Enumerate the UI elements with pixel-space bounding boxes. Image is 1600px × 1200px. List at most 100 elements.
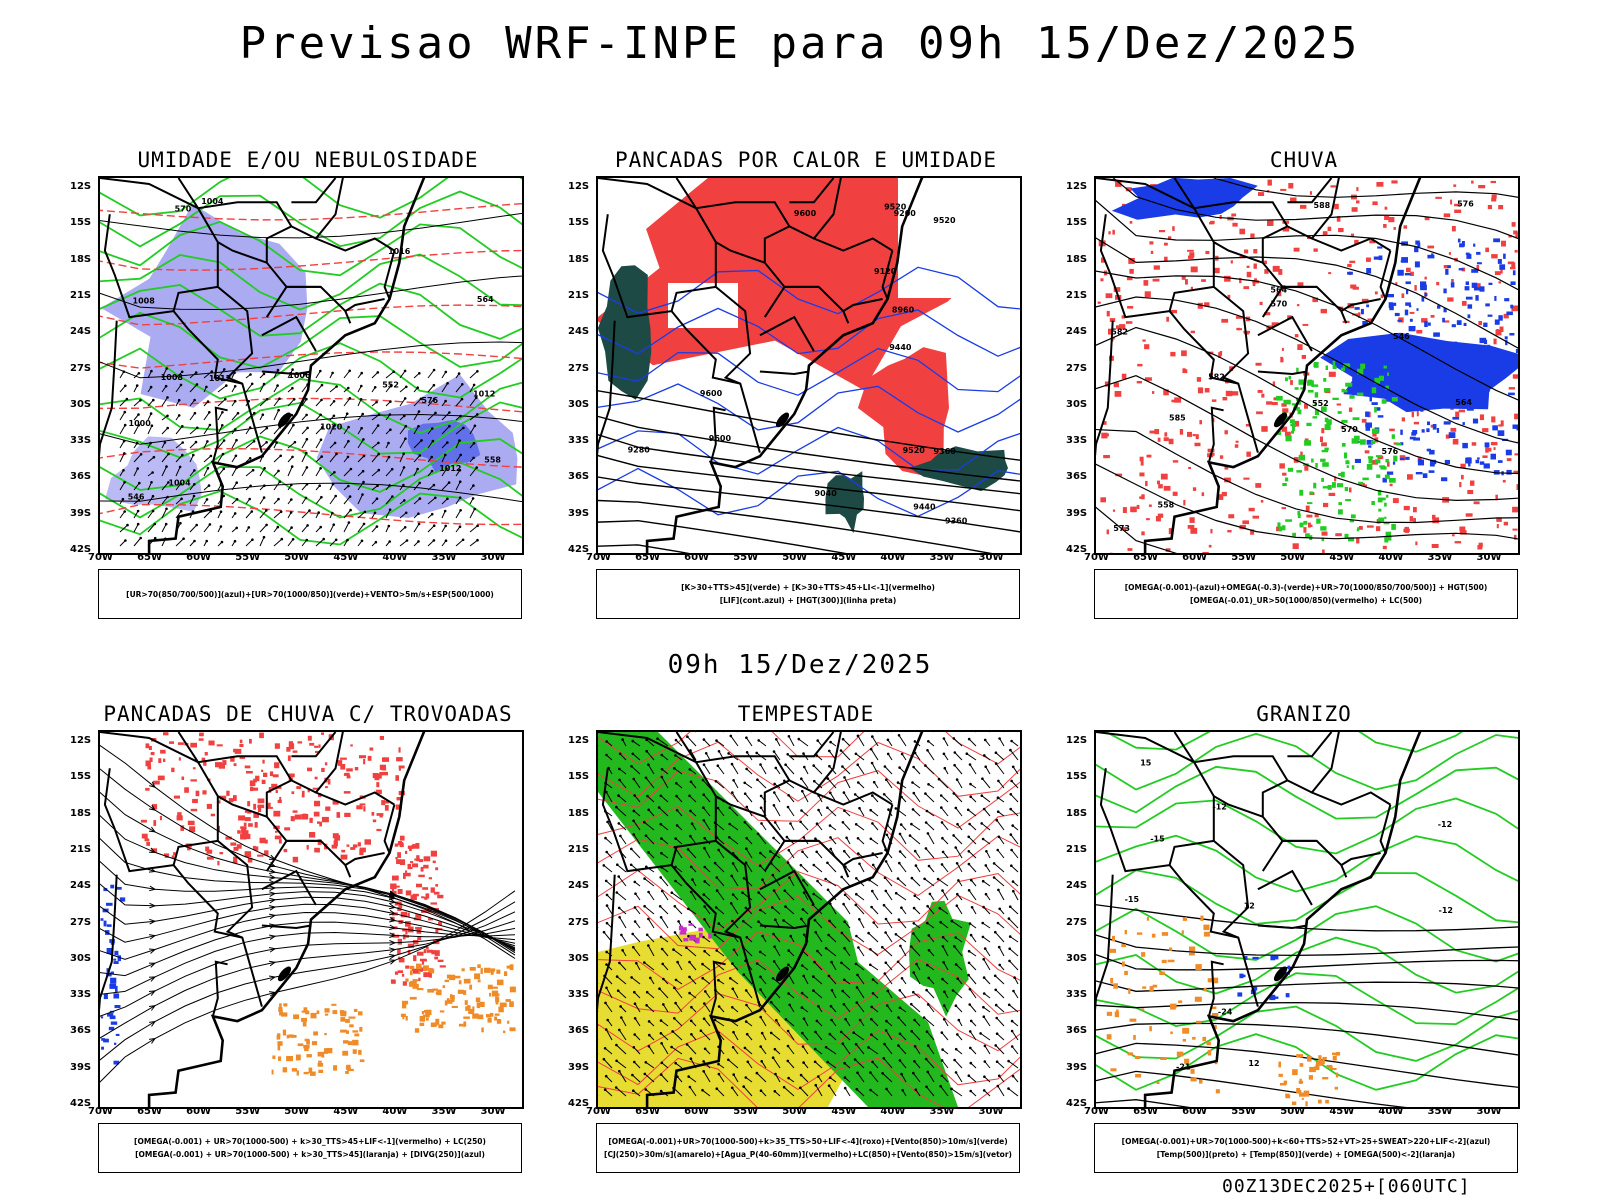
omega-speck <box>1485 303 1490 307</box>
wind-vector-head <box>731 1046 735 1049</box>
omega-speck <box>1365 411 1370 417</box>
wind-vector <box>980 1032 991 1041</box>
wind-vector-head <box>981 837 985 841</box>
lon-tick-label: 65W <box>1133 552 1159 563</box>
rain-area <box>1217 494 1224 500</box>
instability-speck <box>410 980 417 985</box>
temp850-contour <box>1096 765 1518 820</box>
wind-vector <box>455 383 463 393</box>
wind-vector-head <box>954 963 958 966</box>
wind-vector <box>413 425 419 435</box>
thunder-rain-speck <box>272 774 279 778</box>
wind-vector-head <box>291 455 294 459</box>
omega500-speck <box>1200 915 1204 921</box>
wind-vector <box>675 866 683 873</box>
rain-area <box>1303 527 1307 533</box>
wind-vector <box>814 961 823 971</box>
rain-area <box>1430 315 1435 318</box>
rain-area <box>1486 447 1492 452</box>
lon-tick-label: 60W <box>186 552 212 563</box>
wind-vector <box>1009 948 1019 957</box>
rain-area <box>1482 455 1488 458</box>
rain-area <box>1281 507 1286 510</box>
map-svg: 1012101210081008100410041000101610201012… <box>100 178 522 553</box>
panel-pancadas-trovoadas: PANCADAS DE CHUVA C/ TROVOADAS 12S 15S 18S 2… <box>70 702 524 1177</box>
wind-vector <box>773 792 781 803</box>
instability-speck <box>317 1051 324 1057</box>
wind-vector-head <box>842 902 845 906</box>
wind-vector-head <box>717 848 720 852</box>
thunder-rain-speck <box>392 875 399 881</box>
omega-speck <box>1468 463 1471 467</box>
omega-speck <box>1479 400 1486 405</box>
wind-vector-head <box>305 451 308 455</box>
wind-vector <box>773 933 781 943</box>
state-border <box>759 370 810 376</box>
wind-vector <box>732 920 739 929</box>
temp850-contour <box>1096 936 1518 995</box>
wind-vector-head <box>219 525 223 528</box>
wind-vector <box>371 442 379 449</box>
wind-vector-head <box>952 737 956 740</box>
wind-vector <box>133 537 142 547</box>
contour-label: 1020 <box>320 423 343 432</box>
wind-vector <box>844 921 851 929</box>
wind-vector <box>923 1017 935 1027</box>
wind-vector <box>315 426 323 435</box>
strong-omega-speck <box>1297 409 1302 415</box>
rain-area <box>1302 323 1309 326</box>
wind-vector-head <box>950 919 954 923</box>
thunder-rain-speck <box>339 757 347 760</box>
instability-speck <box>487 1017 492 1023</box>
wind-vector-head <box>1008 935 1012 938</box>
wind-vector <box>785 764 795 775</box>
wind-vector-head <box>799 820 802 824</box>
rain-area <box>1403 225 1408 229</box>
strong-omega-speck <box>1322 462 1329 467</box>
thunder-rain-speck <box>415 927 422 930</box>
wind-vector <box>217 398 226 407</box>
thunder-rain-speck <box>410 895 417 901</box>
wind-vector-head <box>759 1045 762 1048</box>
wind-vector-head <box>994 988 997 992</box>
state-border <box>598 320 616 457</box>
omega500-speck <box>1292 1069 1298 1076</box>
wind-vector <box>881 946 893 957</box>
thunder-rain-speck <box>379 736 384 740</box>
wind-vector <box>985 766 991 775</box>
state-border <box>261 370 312 376</box>
wind-vector-head <box>786 805 790 809</box>
rain-area <box>1451 226 1456 232</box>
strong-omega-speck <box>1378 517 1385 522</box>
rain-area <box>1493 447 1496 450</box>
state-border <box>763 285 850 324</box>
wind-vector <box>828 1085 837 1097</box>
wind-vector <box>273 511 282 519</box>
divergence-speck <box>117 955 121 962</box>
wind-vector <box>273 409 280 421</box>
rain-area <box>1227 530 1232 533</box>
thunder-rain-speck <box>199 732 204 737</box>
wind-vector <box>773 751 781 761</box>
wind-vector-head <box>786 1029 790 1033</box>
coastline <box>1143 732 1422 1107</box>
stream-arrow <box>389 947 397 953</box>
omega500-speck <box>1335 1072 1339 1078</box>
wind-vector <box>161 453 169 463</box>
lat-tick-label: 21S <box>568 843 590 855</box>
wind-vector-head <box>418 454 422 457</box>
omega-area <box>1320 332 1518 413</box>
wind-vector-head <box>871 822 874 825</box>
thunder-rain-speck <box>382 757 389 762</box>
thunder-rain-speck <box>363 806 366 812</box>
wind-vector <box>830 837 837 845</box>
wind-vector-head <box>658 905 662 908</box>
rain-area <box>1514 453 1518 456</box>
wind-vector-head <box>856 973 859 977</box>
wind-vector-head <box>744 1020 748 1023</box>
contour-label: 9360 <box>945 517 968 526</box>
lat-tick-label: 21S <box>1066 843 1088 855</box>
rain-area <box>1482 428 1489 433</box>
lat-tick-label: 30S <box>1066 398 1088 410</box>
wind-vector-head <box>659 1089 663 1093</box>
